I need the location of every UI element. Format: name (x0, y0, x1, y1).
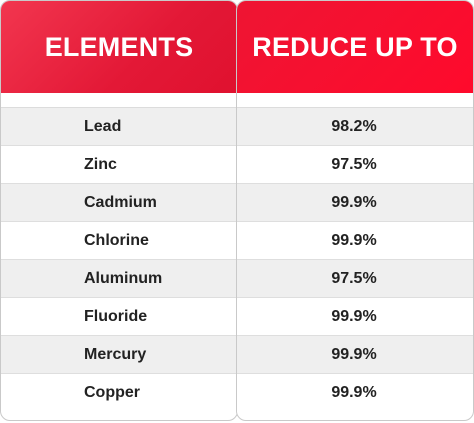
reduction-value: 98.2% (331, 117, 377, 135)
reduction-value: 99.9% (331, 231, 377, 249)
element-name: Zinc (84, 155, 117, 173)
reduction-value: 97.5% (331, 155, 377, 173)
element-name: Cadmium (84, 193, 157, 211)
element-name: Fluoride (84, 307, 148, 325)
table-row: Mercury (1, 336, 237, 374)
elements-header: ELEMENTS (1, 1, 237, 93)
table-row: 97.5% (237, 146, 473, 184)
elements-rows: Lead Zinc Cadmium Chlorine Aluminum Fluo… (1, 108, 237, 412)
table-row: Copper (1, 374, 237, 412)
table-row: 97.5% (237, 260, 473, 298)
table-row: 99.9% (237, 374, 473, 412)
reduce-column: REDUCE UP TO 98.2% 97.5% 99.9% 99.9% 97.… (236, 0, 474, 421)
table-row: Lead (1, 108, 237, 146)
table-row: 99.9% (237, 222, 473, 260)
element-name: Chlorine (84, 231, 149, 249)
reduce-rows: 98.2% 97.5% 99.9% 99.9% 97.5% 99.9% 99.9… (237, 108, 473, 412)
table-row: Chlorine (1, 222, 237, 260)
table-row: Aluminum (1, 260, 237, 298)
element-name: Lead (84, 117, 122, 135)
reduction-value: 99.9% (331, 193, 377, 211)
elements-column: ELEMENTS Lead Zinc Cadmium Chlorine Alum… (0, 0, 238, 421)
reduction-value: 99.9% (331, 307, 377, 325)
reduce-header: REDUCE UP TO (237, 1, 473, 93)
reduction-value: 97.5% (331, 269, 377, 287)
table-row: 99.9% (237, 184, 473, 222)
reduction-value: 99.9% (331, 345, 377, 363)
element-name: Mercury (84, 345, 147, 363)
table-row: 99.9% (237, 336, 473, 374)
header-spacer (1, 93, 237, 108)
reduction-value: 99.9% (331, 384, 377, 401)
element-name: Copper (84, 384, 140, 401)
table-row: 98.2% (237, 108, 473, 146)
header-spacer (237, 93, 473, 108)
table-row: Fluoride (1, 298, 237, 336)
element-name: Aluminum (84, 269, 163, 287)
table-row: Zinc (1, 146, 237, 184)
table-row: Cadmium (1, 184, 237, 222)
table-row: 99.9% (237, 298, 473, 336)
